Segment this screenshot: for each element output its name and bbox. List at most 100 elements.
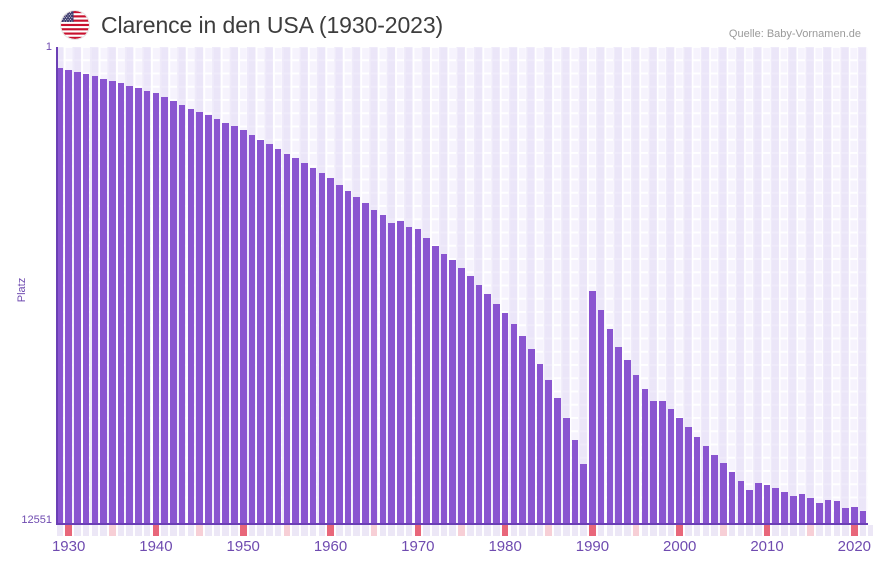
x-axis-tick: [170, 525, 177, 536]
bar[interactable]: [798, 494, 806, 524]
bar[interactable]: [510, 324, 518, 524]
x-axis-tick: [431, 525, 439, 536]
bar[interactable]: [851, 507, 858, 524]
bar[interactable]: [711, 455, 718, 524]
bar[interactable]: [493, 304, 500, 524]
bar[interactable]: [466, 276, 474, 524]
bar[interactable]: [292, 158, 299, 524]
bar[interactable]: [231, 126, 238, 524]
bar[interactable]: [545, 380, 553, 524]
bar[interactable]: [720, 463, 727, 524]
bar[interactable]: [519, 336, 526, 524]
bar[interactable]: [781, 492, 788, 524]
bar[interactable]: [554, 398, 561, 524]
bar[interactable]: [74, 72, 81, 524]
bar[interactable]: [222, 123, 230, 524]
bar[interactable]: [379, 215, 387, 524]
bar[interactable]: [737, 481, 745, 524]
bar[interactable]: [528, 349, 535, 524]
bar[interactable]: [440, 254, 448, 524]
bar[interactable]: [676, 418, 684, 524]
bar[interactable]: [632, 375, 640, 524]
bar[interactable]: [274, 149, 282, 524]
bar[interactable]: [239, 130, 247, 524]
bar[interactable]: [205, 115, 212, 524]
bar[interactable]: [397, 221, 404, 524]
bar[interactable]: [257, 140, 264, 524]
bar[interactable]: [196, 112, 203, 524]
bar[interactable]: [248, 135, 256, 524]
x-axis-label: 1950: [226, 538, 260, 555]
bar[interactable]: [597, 310, 605, 524]
bar[interactable]: [763, 485, 771, 524]
bar[interactable]: [501, 313, 509, 524]
bar[interactable]: [667, 409, 675, 524]
bar[interactable]: [335, 185, 343, 524]
bar[interactable]: [624, 360, 631, 524]
bar[interactable]: [82, 74, 90, 524]
bar[interactable]: [283, 154, 291, 524]
bar[interactable]: [693, 437, 701, 524]
bar[interactable]: [772, 488, 780, 524]
bar[interactable]: [108, 81, 116, 524]
bar[interactable]: [100, 79, 107, 524]
bar[interactable]: [56, 68, 64, 524]
bar[interactable]: [859, 511, 867, 524]
bar[interactable]: [816, 503, 823, 524]
bar[interactable]: [161, 97, 168, 524]
bar[interactable]: [405, 227, 413, 524]
bar[interactable]: [362, 203, 369, 524]
bar[interactable]: [266, 144, 273, 524]
bar[interactable]: [728, 472, 736, 524]
bar[interactable]: [170, 101, 177, 524]
bar[interactable]: [475, 285, 483, 524]
bar[interactable]: [353, 197, 360, 524]
bar[interactable]: [641, 389, 649, 524]
bar[interactable]: [117, 83, 125, 524]
bar[interactable]: [685, 427, 692, 524]
bar[interactable]: [178, 105, 186, 524]
x-axis-label: 1970: [401, 538, 435, 555]
bar[interactable]: [213, 119, 221, 524]
bar[interactable]: [746, 490, 753, 524]
bar[interactable]: [327, 178, 334, 524]
bar[interactable]: [589, 291, 596, 524]
bar[interactable]: [135, 88, 142, 524]
bar[interactable]: [309, 168, 317, 524]
bar[interactable]: [789, 496, 797, 524]
bar[interactable]: [91, 76, 99, 524]
bar[interactable]: [318, 173, 326, 524]
bar[interactable]: [388, 223, 395, 524]
bar[interactable]: [301, 163, 308, 524]
bar[interactable]: [571, 440, 579, 524]
bar[interactable]: [807, 498, 814, 524]
bar[interactable]: [562, 418, 570, 524]
bar[interactable]: [615, 347, 622, 524]
bar[interactable]: [650, 401, 657, 524]
bar[interactable]: [65, 70, 72, 524]
bar[interactable]: [536, 364, 544, 524]
bar[interactable]: [152, 93, 160, 524]
bar[interactable]: [484, 294, 491, 524]
x-axis-tick: [414, 525, 422, 536]
bar[interactable]: [344, 191, 352, 524]
bar[interactable]: [702, 446, 710, 524]
bar[interactable]: [187, 109, 195, 524]
bar[interactable]: [126, 86, 134, 524]
bar[interactable]: [580, 464, 587, 524]
bar[interactable]: [606, 329, 614, 524]
bar[interactable]: [833, 501, 841, 524]
bar[interactable]: [423, 238, 430, 524]
bar[interactable]: [458, 268, 465, 524]
bar[interactable]: [842, 508, 849, 524]
bar[interactable]: [449, 260, 457, 524]
bar[interactable]: [658, 401, 666, 524]
x-axis-tick: [449, 525, 457, 536]
bar[interactable]: [431, 246, 439, 524]
bar[interactable]: [143, 91, 151, 524]
bar[interactable]: [414, 229, 422, 524]
bar[interactable]: [370, 210, 378, 524]
bar[interactable]: [824, 500, 832, 524]
bar[interactable]: [755, 483, 762, 524]
